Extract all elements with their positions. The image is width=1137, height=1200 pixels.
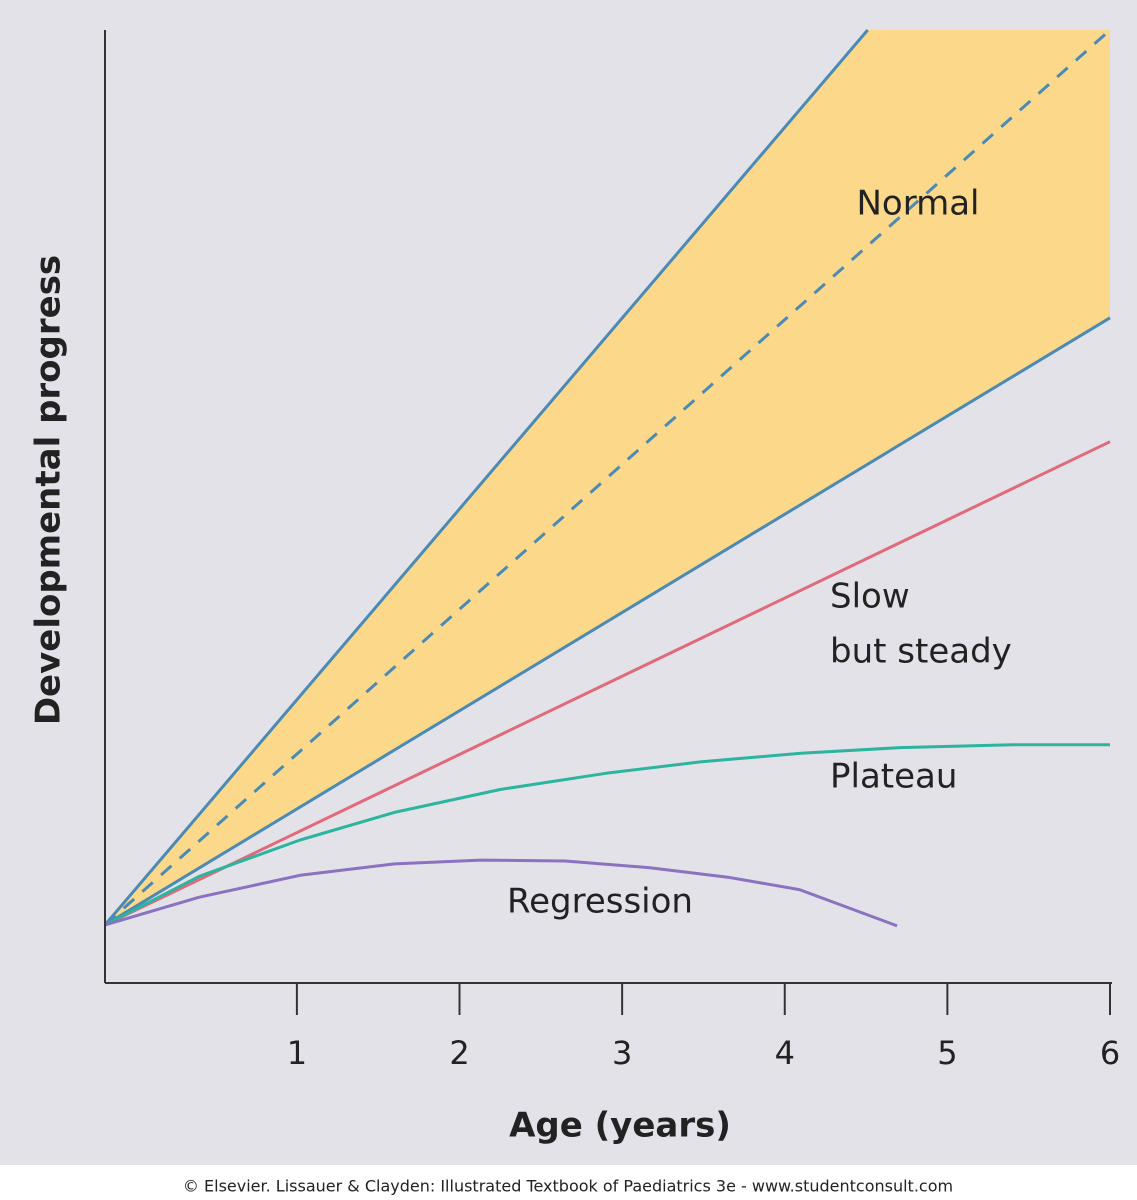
normal-upper-line — [103, 29, 869, 926]
series-label: Plateau — [830, 757, 957, 797]
x-axis-label: Age (years) — [509, 1106, 731, 1146]
series-line — [104, 440, 1111, 927]
x-tick-label: 2 — [449, 1034, 469, 1072]
series-label: Regression — [507, 882, 693, 922]
y-axis-label: Developmental progress — [29, 255, 69, 725]
credit-background — [0, 1165, 1137, 1200]
series-line — [104, 743, 1110, 927]
x-tick-label: 3 — [612, 1034, 632, 1072]
credit: © Elsevier. Lissauer & Clayden: Illustra… — [183, 1177, 953, 1196]
series-line — [104, 858, 898, 928]
series-label: but steady — [830, 632, 1012, 672]
x-tick-label: 4 — [775, 1034, 795, 1072]
plot-area — [103, 28, 1111, 928]
x-tick-label: 5 — [937, 1034, 957, 1072]
normal-lower-line — [104, 316, 1111, 927]
x-tick-label: 6 — [1100, 1034, 1120, 1072]
x-tick-label: 1 — [287, 1034, 307, 1072]
series-label: Slow — [830, 577, 910, 617]
band-label: Normal — [856, 184, 979, 224]
